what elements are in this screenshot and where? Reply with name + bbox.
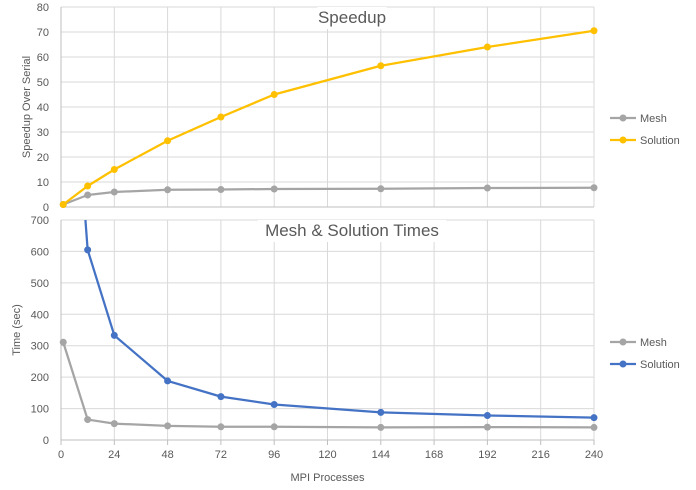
y-tick-label: 80 [37,2,49,14]
y-tick-label: 200 [31,372,49,384]
x-tick-label: 0 [58,449,64,461]
x-tick-label: 72 [215,449,227,461]
legend-swatch-marker-mesh [619,114,627,122]
data-point-mesh [164,422,172,430]
data-point-mesh [59,338,67,346]
data-point-mesh [377,185,385,193]
legend-swatch-marker-solution [619,360,627,368]
y-tick-label: 50 [37,77,49,89]
data-point-mesh [377,423,385,431]
data-point-mesh [590,184,598,192]
y-tick-label: 600 [31,246,49,258]
y-tick-label: 300 [31,341,49,353]
data-point-mesh [217,423,225,431]
chart-title: Speedup [318,8,386,27]
legend-label-solution: Solution [640,135,680,147]
chart-title-background [257,220,447,242]
times-chart: 0 100 200 300 400 500 600 700 0 24 48 72 96 120 144 168… [11,215,680,484]
legend-label-mesh: Mesh [640,113,667,125]
legend-swatch-marker-mesh [619,338,627,346]
data-point-solution [217,113,225,121]
speedup-chart: 0 10 20 30 40 50 60 70 80 Speedup Over Serial Spee… [21,2,680,214]
data-point-solution [377,408,385,416]
y-tick-label: 70 [37,27,49,39]
data-point-solution [164,137,172,145]
y-tick-label: 60 [37,52,49,64]
data-point-mesh [483,184,491,192]
y-tick-label: 100 [31,404,49,416]
y-tick-label: 400 [31,309,49,321]
data-point-solution [377,62,385,70]
x-tick-label: 168 [425,449,443,461]
x-tick-label: 96 [268,449,280,461]
data-point-mesh [217,186,225,193]
data-point-solution [483,43,491,51]
y-tick-label: 30 [37,127,49,139]
y-tick-label: 20 [37,152,49,164]
x-axis-title: MPI Processes [291,472,365,484]
x-tick-label: 216 [532,449,550,461]
data-point-solution [59,201,67,208]
y-tick-label: 700 [31,215,49,227]
data-point-solution [270,91,278,98]
data-point-solution [270,400,278,408]
data-point-mesh [483,423,491,431]
x-tick-label: 24 [108,449,120,461]
chart-title-background [317,7,387,29]
data-point-solution [84,182,92,190]
legend-swatch-marker-solution [619,136,627,144]
data-point-mesh [84,416,92,424]
legend-label-solution: Solution [640,359,680,371]
data-point-mesh [270,185,278,193]
y-tick-label: 0 [43,435,49,447]
x-tick-label: 192 [478,449,496,461]
y-tick-label: 500 [31,278,49,290]
data-point-solution [110,331,118,339]
data-point-solution [590,27,598,35]
y-tick-label: 40 [37,102,49,114]
y-tick-label: 0 [43,202,49,214]
y-axis-title: Time (sec) [11,304,23,356]
y-axis-title: Speedup Over Serial [21,56,33,158]
legend-label-mesh: Mesh [640,337,667,349]
chart-title: Mesh & Solution Times [265,221,439,240]
data-point-solution [110,166,118,173]
data-point-mesh [270,423,278,431]
data-point-solution [164,377,172,385]
data-point-solution [590,414,598,422]
y-tick-label: 10 [37,177,49,189]
data-point-mesh [590,423,598,431]
data-point-mesh [84,191,92,199]
data-point-mesh [110,420,118,428]
x-tick-label: 144 [372,449,390,461]
x-tick-label: 120 [318,449,336,461]
data-point-mesh [110,188,118,196]
data-point-solution [84,246,92,254]
data-point-solution [217,393,225,401]
x-tick-label: 48 [161,449,173,461]
x-tick-label: 240 [585,449,603,461]
data-point-mesh [164,186,172,194]
data-point-solution [483,411,491,419]
